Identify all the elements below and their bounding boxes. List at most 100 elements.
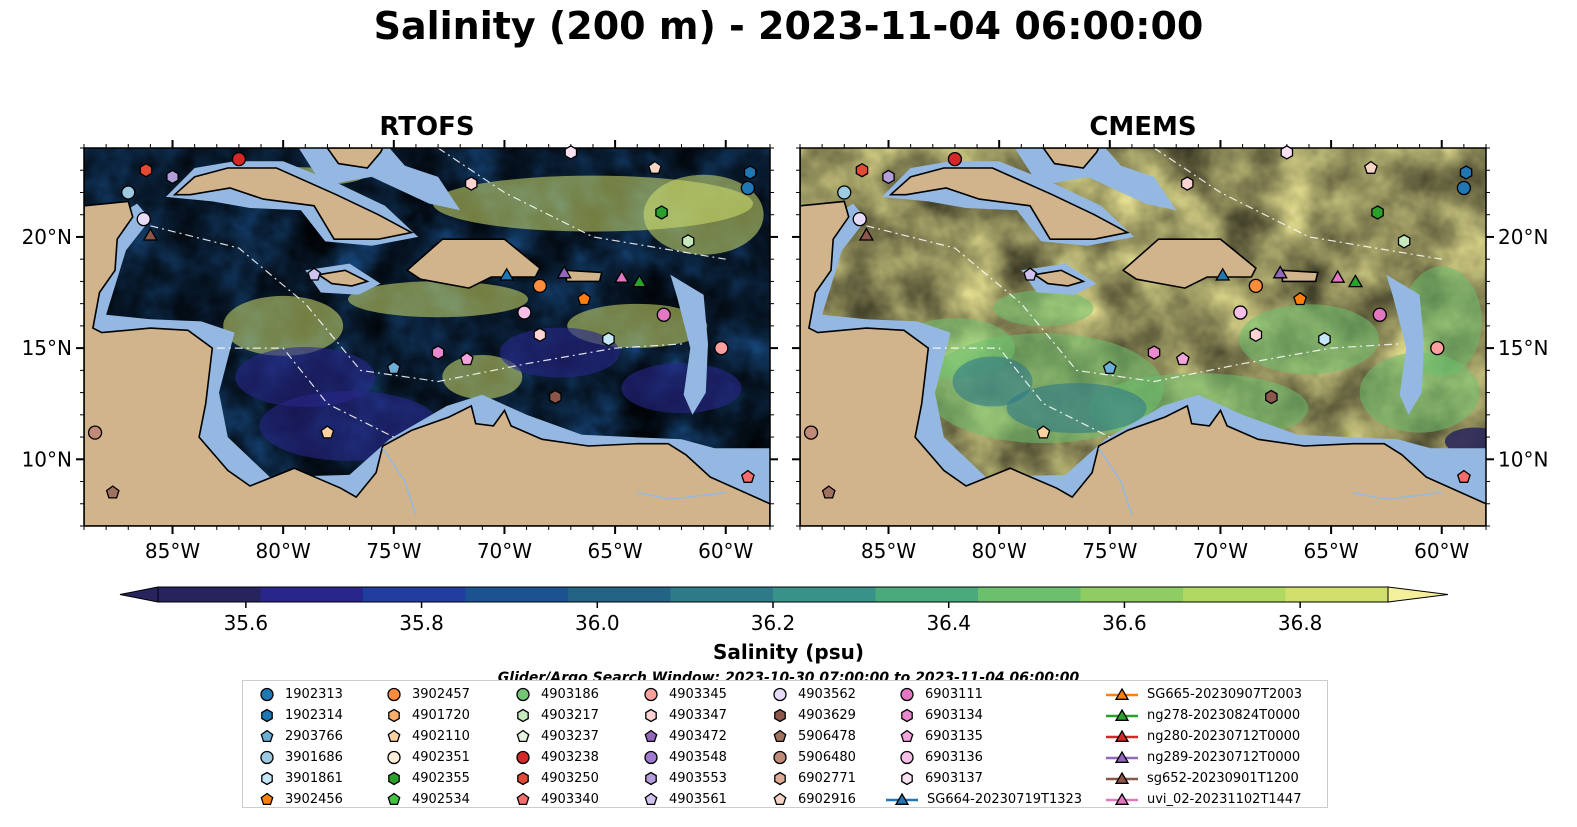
obs-marker-4903345 — [714, 340, 729, 356]
obs-marker-ng289-20230712T0000 — [556, 265, 572, 279]
obs-marker-6903134 — [431, 345, 445, 360]
obs-marker-6903136 — [517, 305, 532, 320]
legend-marker-circle — [773, 750, 787, 765]
legend-label: 6903134 — [925, 707, 983, 723]
obs-marker-5906480 — [87, 425, 103, 440]
legend-marker-icon — [774, 708, 786, 723]
legend-marker-icon — [1106, 708, 1138, 721]
legend-label: 4903347 — [669, 707, 727, 723]
lat-tick-label: 10°N — [1498, 447, 1548, 471]
obs-marker-3901861 — [602, 331, 615, 347]
obs-marker-uvi_02-20231102T1447 — [614, 269, 630, 283]
lat-tick-label: 10°N — [22, 447, 72, 471]
map-frame — [799, 147, 1487, 527]
legend-marker-circle — [516, 750, 530, 765]
legend-marker-icon — [387, 792, 401, 806]
colorbar-tick-label: 36.4 — [926, 611, 971, 635]
legend-label: 4902351 — [412, 749, 470, 765]
obs-marker-SG664-20230719T1323 — [1215, 267, 1231, 281]
legend-marker-pentagon — [900, 729, 914, 743]
legend-marker-icon — [644, 687, 658, 702]
colorbar-bin — [158, 587, 261, 602]
legend-label: uvi_02-20231102T1447 — [1147, 791, 1302, 807]
obs-marker-6903137 — [1280, 145, 1294, 160]
legend-marker-icon — [886, 792, 918, 805]
legend-marker-triangle — [1114, 750, 1130, 763]
legend-marker-pentagon — [644, 729, 658, 743]
lon-tick-label: 85°W — [861, 539, 916, 563]
obs-marker-4903561 — [307, 267, 322, 281]
legend-item: sg652-20230901T1200 — [1105, 768, 1299, 788]
lat-tick-label: 15°N — [1498, 336, 1548, 360]
legend-marker-hexagon — [901, 771, 913, 786]
legend-marker-pentagon — [773, 792, 787, 806]
obs-marker-4903217 — [681, 234, 695, 249]
legend-item: 4901720 — [384, 705, 470, 725]
legend-item: 4903186 — [513, 684, 599, 704]
lon-tick-label: 75°W — [1082, 539, 1137, 563]
obs-marker-3901861 — [1318, 331, 1331, 347]
colorbar-tick-label: 36.8 — [1278, 611, 1323, 635]
obs-marker-ng278-20230824T0000 — [1347, 274, 1364, 288]
legend-marker-icon — [387, 729, 401, 743]
colorbar-bin — [260, 587, 364, 602]
legend-item: 2903766 — [257, 726, 343, 746]
obs-marker-1902313 — [740, 180, 756, 196]
obs-marker-6903111 — [1372, 307, 1387, 322]
obs-marker-2903766 — [386, 360, 401, 375]
lon-tick-label: 60°W — [698, 539, 753, 563]
obs-marker-5906478 — [105, 485, 120, 499]
legend-marker-hexagon — [517, 708, 529, 723]
lon-tick-label: 75°W — [366, 539, 421, 563]
legend-marker-circle — [900, 750, 914, 765]
legend-marker-circle — [387, 750, 401, 765]
obs-marker-4903217 — [1397, 234, 1411, 249]
obs-marker-3902457 — [532, 278, 548, 294]
legend-item: 6903136 — [897, 747, 983, 767]
obs-marker-4903340 — [740, 469, 755, 483]
legend-marker-circle — [260, 687, 274, 702]
obs-marker-4903347 — [464, 176, 478, 191]
legend-marker-icon — [387, 687, 401, 702]
legend-marker-circle — [644, 687, 658, 702]
colorbar-bin — [568, 587, 671, 602]
obs-marker-4903345 — [1430, 340, 1445, 356]
legend-marker-circle — [900, 687, 914, 702]
legend-marker-icon — [773, 750, 787, 765]
legend-item: 4903217 — [513, 705, 599, 725]
legend-item: 6902916 — [770, 789, 856, 809]
lon-tick-label: 70°W — [1193, 539, 1248, 563]
obs-marker-ng289-20230712T0000 — [1272, 265, 1288, 279]
legend-marker-icon — [260, 792, 274, 806]
legend-marker-icon — [644, 792, 658, 806]
legend-label: 6903136 — [925, 749, 983, 765]
legend-marker-icon — [645, 771, 657, 786]
obs-marker-4902355 — [655, 205, 668, 220]
legend-label: SG664-20230719T1323 — [927, 791, 1083, 807]
legend-item: SG665-20230907T2003 — [1105, 684, 1302, 704]
legend-marker-triangle — [894, 792, 910, 805]
legend-marker-icon — [516, 729, 530, 743]
legend-item: ng280-20230712T0000 — [1105, 726, 1300, 746]
colorbar-tick-label: 36.0 — [575, 611, 620, 635]
figure-title: Salinity (200 m) - 2023-11-04 06:00:00 — [373, 4, 1204, 48]
legend-label: 4903186 — [541, 686, 599, 702]
legend-marker-hexagon — [774, 771, 786, 786]
colorbar-extend-low — [119, 586, 159, 603]
lat-tick-label: 20°N — [1498, 225, 1548, 249]
legend-label: 4903345 — [669, 686, 727, 702]
obs-marker-4903347 — [1249, 327, 1263, 343]
legend-marker-triangle — [1114, 729, 1130, 742]
obs-marker-4903629 — [1265, 389, 1278, 405]
legend-marker-icon — [260, 687, 274, 702]
legend-marker-icon — [388, 708, 400, 723]
legend-item: 5906478 — [770, 726, 856, 746]
legend-item: 3902456 — [257, 789, 343, 809]
legend-label: 3901686 — [285, 749, 343, 765]
obs-marker-3902457 — [1248, 278, 1264, 294]
legend-label: sg652-20230901T1200 — [1147, 770, 1299, 786]
colorbar-label: Salinity (psu) — [712, 640, 864, 664]
legend-marker-icon — [388, 771, 400, 786]
legend-marker-icon — [901, 708, 913, 723]
obs-marker-2903766 — [1102, 360, 1117, 375]
